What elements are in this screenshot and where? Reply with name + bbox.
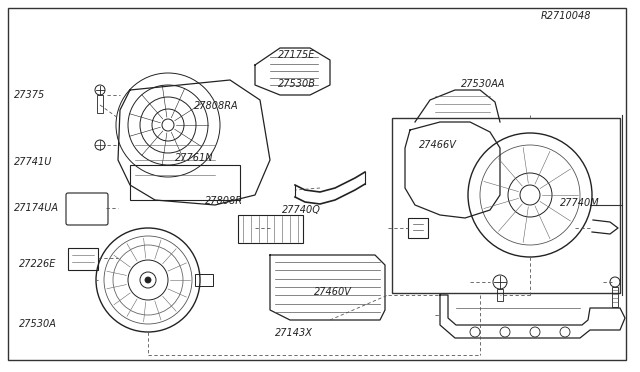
- Text: 27143X: 27143X: [275, 328, 313, 338]
- Text: 27375: 27375: [14, 90, 45, 100]
- Text: 27808RA: 27808RA: [194, 101, 239, 111]
- Bar: [130, 165, 240, 200]
- Bar: [408, 218, 428, 238]
- Bar: [195, 274, 213, 286]
- Text: 27174UA: 27174UA: [14, 203, 59, 213]
- Text: R2710048: R2710048: [541, 11, 591, 20]
- Text: 27761N: 27761N: [175, 153, 213, 163]
- Text: 27466V: 27466V: [419, 140, 457, 150]
- Circle shape: [145, 277, 151, 283]
- Text: 27808R: 27808R: [205, 196, 243, 206]
- Text: 27530A: 27530A: [19, 319, 57, 328]
- Bar: [612, 287, 618, 307]
- Text: 27460V: 27460V: [314, 287, 351, 297]
- Bar: [238, 215, 303, 243]
- Text: 27530AA: 27530AA: [461, 79, 506, 89]
- Bar: [392, 118, 620, 293]
- Text: 27741U: 27741U: [14, 157, 52, 167]
- Text: 27740M: 27740M: [560, 198, 600, 208]
- Text: 27175E: 27175E: [278, 50, 316, 60]
- Bar: [497, 289, 503, 301]
- Text: 27226E: 27226E: [19, 259, 56, 269]
- Bar: [68, 248, 98, 270]
- Text: 27740Q: 27740Q: [282, 205, 321, 215]
- Bar: [97, 95, 103, 113]
- Text: 27530B: 27530B: [278, 79, 316, 89]
